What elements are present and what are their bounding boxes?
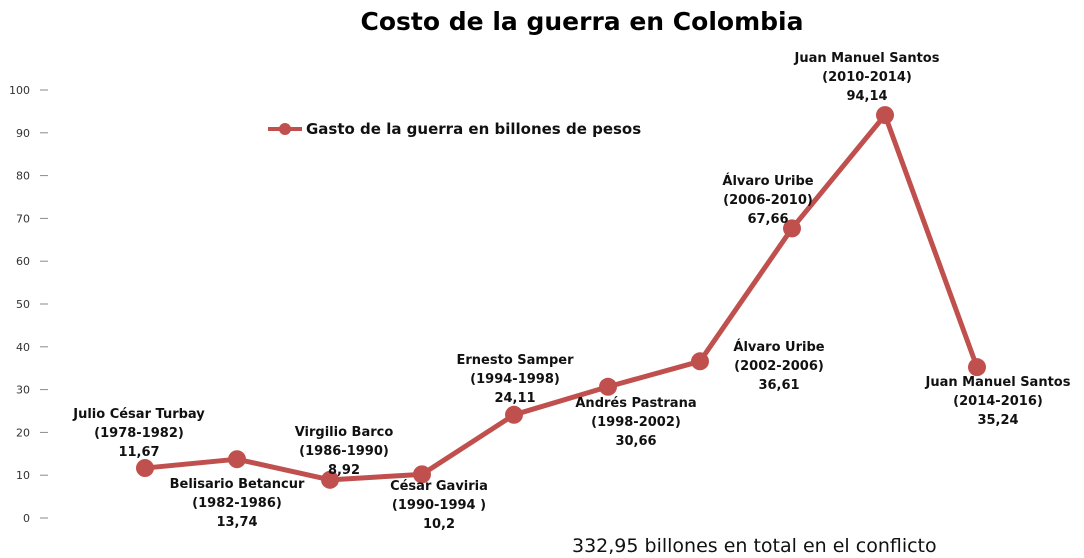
point-label-name: Álvaro Uribe <box>722 173 813 189</box>
y-tick-label: 60 <box>16 255 30 268</box>
point-label: Andrés Pastrana (1998-2002) 30,66 <box>575 396 696 449</box>
y-axis: 0 10 20 30 40 50 60 70 80 90 100 <box>9 84 48 525</box>
data-point <box>783 219 801 238</box>
data-point <box>321 470 339 489</box>
total-annotation: 332,95 billones en total en el conflicto <box>572 535 937 557</box>
data-point <box>876 106 894 125</box>
point-label-period: (1982-1986) <box>192 496 282 511</box>
series-path <box>144 112 980 483</box>
data-point <box>691 352 709 371</box>
point-label-name: Álvaro Uribe <box>733 339 824 355</box>
point-label-name: Ernesto Samper <box>457 353 575 368</box>
point-label-period: (2002-2006) <box>734 359 824 374</box>
point-label-period: (1998-2002) <box>591 415 681 430</box>
y-tick-label: 100 <box>9 84 30 97</box>
point-label-value: 10,2 <box>423 517 455 532</box>
point-label: Juan Manuel Santos (2010-2014) 94,14 <box>794 51 940 104</box>
series-markers <box>136 106 986 489</box>
point-label: Virgilio Barco (1986-1990) 8,92 <box>295 425 394 478</box>
point-label: Álvaro Uribe (2002-2006) 36,61 <box>733 339 824 393</box>
point-label-period: (1994-1998) <box>470 372 560 387</box>
legend: Gasto de la guerra en billones de pesos <box>268 120 641 138</box>
y-tick-label: 20 <box>16 426 30 439</box>
chart-title: Costo de la guerra en Colombia <box>361 7 804 36</box>
data-point <box>228 450 246 469</box>
point-label-period: (2014-2016) <box>953 394 1043 409</box>
y-tick-label: 70 <box>16 212 30 225</box>
y-tick-label: 50 <box>16 298 30 311</box>
point-label-value: 94,14 <box>846 89 887 104</box>
point-label-value: 35,24 <box>977 413 1018 428</box>
point-label-period: (1990-1994 ) <box>392 498 486 513</box>
point-label-name: Julio César Turbay <box>72 407 205 422</box>
legend-entry: Gasto de la guerra en billones de pesos <box>306 120 641 138</box>
y-tick-label: 40 <box>16 341 30 354</box>
y-tick-label: 80 <box>16 170 30 183</box>
y-tick-label: 30 <box>16 384 30 397</box>
point-label-name: Juan Manuel Santos <box>794 51 940 66</box>
point-label-name: Andrés Pastrana <box>575 396 696 411</box>
point-label-name: Virgilio Barco <box>295 425 394 440</box>
point-label-value: 8,92 <box>328 463 360 478</box>
legend-marker-swatch <box>279 123 291 135</box>
point-label-name: Belisario Betancur <box>170 477 305 492</box>
point-label-value: 13,74 <box>216 515 257 530</box>
y-tick-label: 10 <box>16 469 30 482</box>
point-labels: Julio César Turbay (1978-1982) 11,67 Belisa… <box>72 51 1070 532</box>
point-label: César Gaviria (1990-1994 ) 10,2 <box>390 479 488 532</box>
data-point <box>413 465 431 484</box>
point-label-value: 67,66 <box>747 212 788 227</box>
y-tick-label: 0 <box>23 512 30 525</box>
series-line <box>144 112 980 483</box>
point-label: Ernesto Samper (1994-1998) 24,11 <box>457 353 575 406</box>
point-label-period: (2006-2010) <box>723 193 813 208</box>
point-label-value: 30,66 <box>615 434 656 449</box>
point-label-period: (1978-1982) <box>94 426 184 441</box>
data-point <box>599 377 617 396</box>
point-label-period: (1986-1990) <box>299 444 389 459</box>
point-label-name: César Gaviria <box>390 479 488 494</box>
point-label: Belisario Betancur (1982-1986) 13,74 <box>170 477 305 530</box>
point-label-name: Juan Manuel Santos <box>925 375 1071 390</box>
data-point <box>136 459 154 478</box>
data-point <box>505 405 523 424</box>
y-tick-label: 90 <box>16 127 30 140</box>
point-label: Juan Manuel Santos (2014-2016) 35,24 <box>925 375 1071 428</box>
point-label-value: 24,11 <box>494 391 535 406</box>
point-label: Álvaro Uribe (2006-2010) 67,66 <box>722 173 813 227</box>
point-label-value: 11,67 <box>118 445 159 460</box>
data-point <box>968 358 986 377</box>
point-label-value: 36,61 <box>758 378 799 393</box>
point-label: Julio César Turbay (1978-1982) 11,67 <box>72 407 205 460</box>
point-label-period: (2010-2014) <box>822 70 912 85</box>
